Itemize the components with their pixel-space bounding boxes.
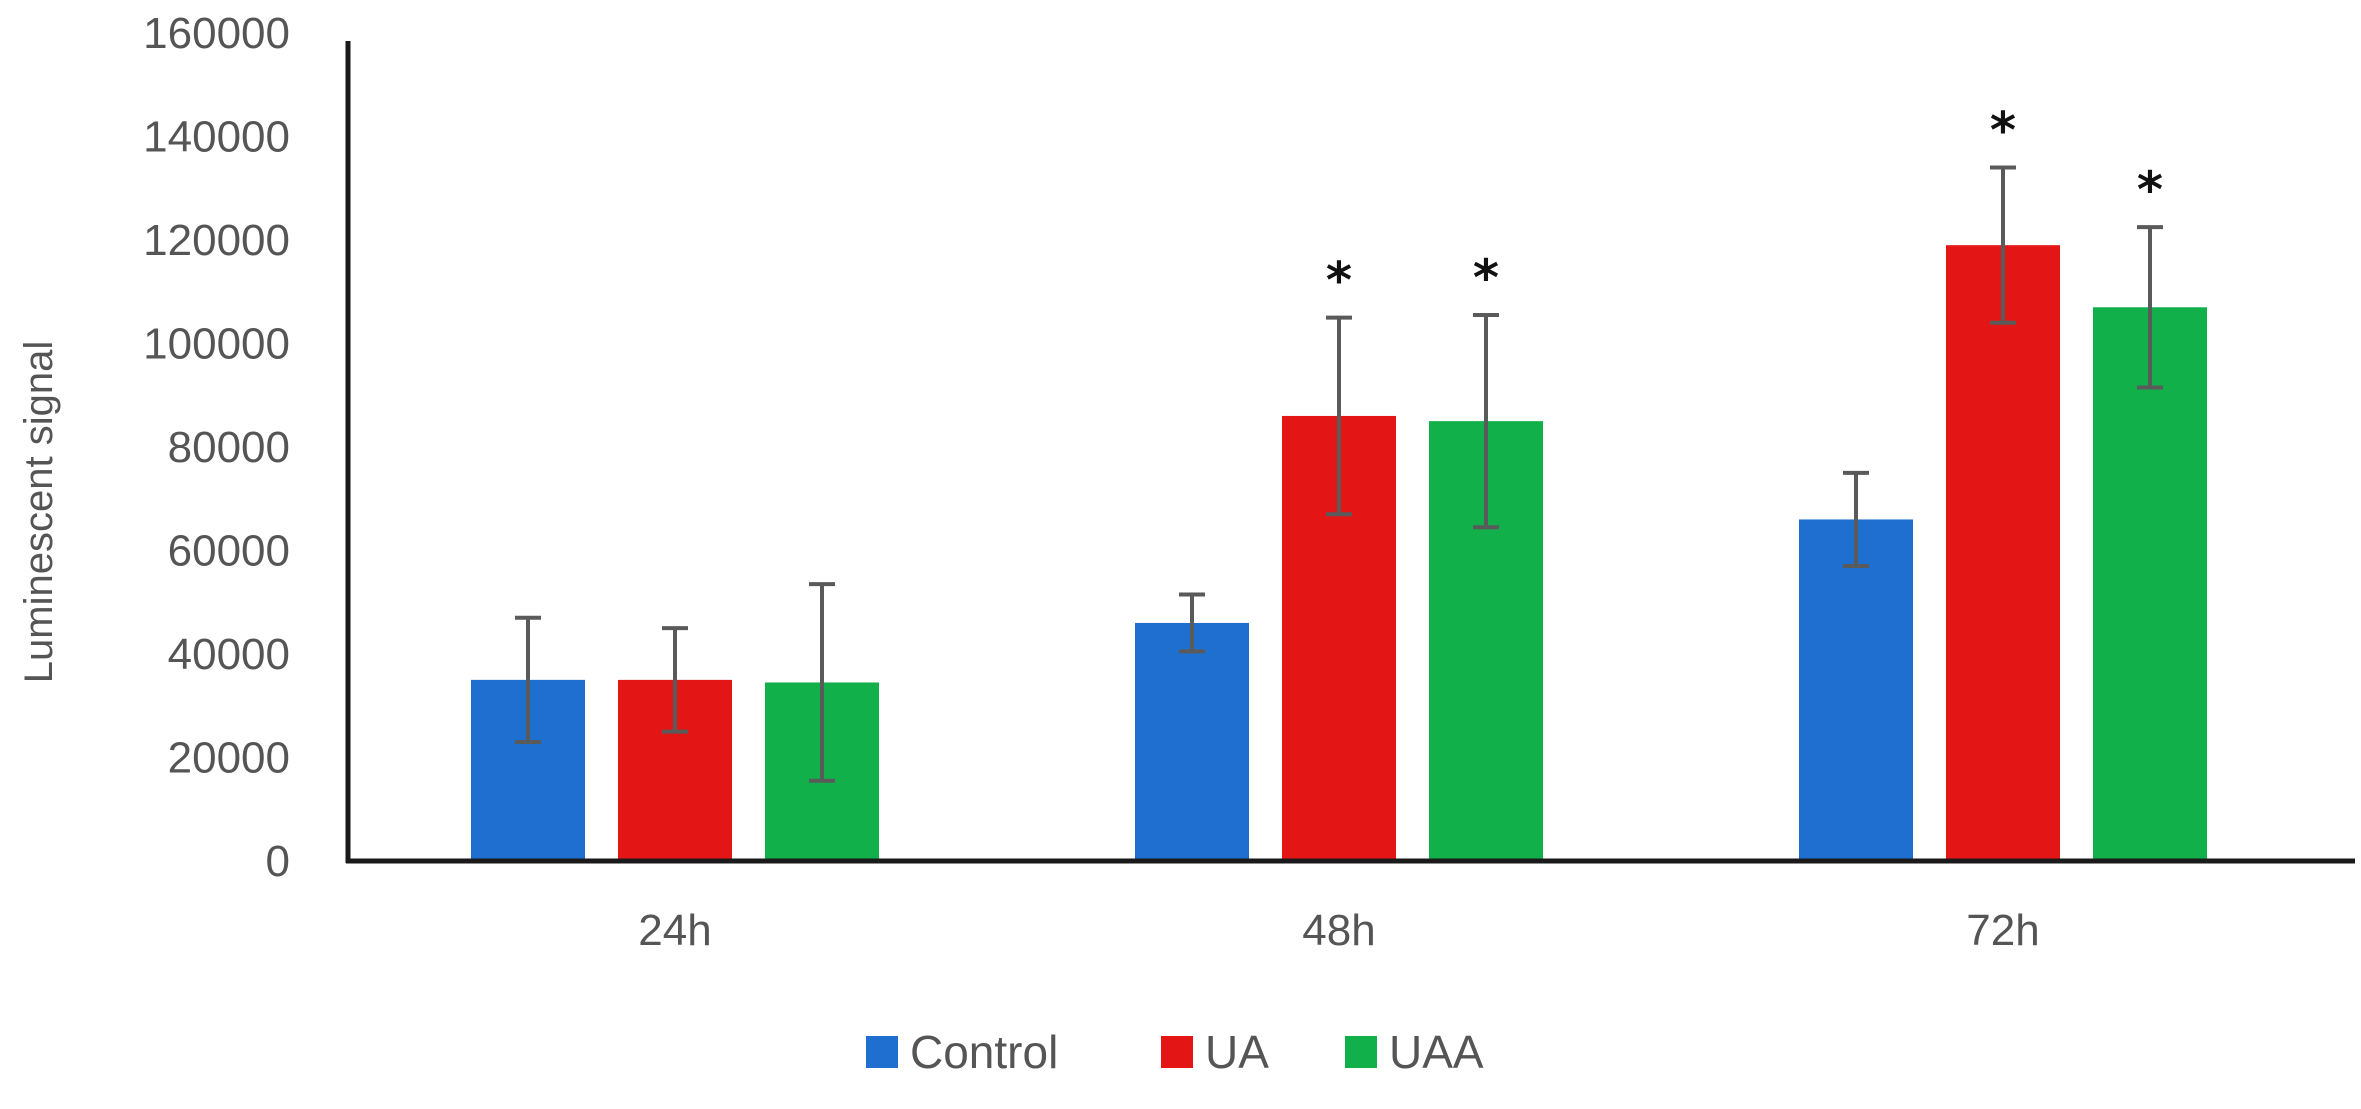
legend-item-control: Control [866,1026,1058,1078]
y-tick-label: 0 [266,837,290,886]
legend-swatch [866,1036,898,1068]
error-bar-uaa-72h [2137,225,2163,390]
significance-markers: * * * * [1326,102,2163,310]
x-tick-labels: 24h 48h 72h [638,906,2039,955]
legend: Control UA UAA [866,1026,1484,1078]
error-bar-control-72h [1843,470,1869,569]
significance-star: * [2137,161,2163,219]
legend-swatch [1161,1036,1193,1068]
x-tick-label: 24h [638,906,711,955]
y-tick-label: 160000 [143,9,290,58]
x-tick-label: 48h [1302,906,1375,955]
y-tick-label: 140000 [143,113,290,162]
bar-control-72h [1799,519,1913,861]
error-bars [515,165,2163,783]
error-bar-control-48h [1179,592,1205,654]
y-tick-label: 20000 [168,734,290,783]
significance-star: * [1326,252,1352,310]
legend-label: UA [1205,1026,1269,1078]
error-bar-uaa-48h [1473,313,1499,530]
significance-star: * [1990,102,2016,160]
error-bar-ua-48h [1326,315,1352,517]
y-axis-title: Luminescent signal [17,341,61,683]
bar-uaa-72h [2093,307,2207,861]
error-bar-ua-24h [662,626,688,734]
legend-item-ua: UA [1161,1026,1269,1078]
legend-item-uaa: UAA [1345,1026,1484,1078]
x-tick-label: 72h [1966,906,2039,955]
y-tick-label: 60000 [168,527,290,576]
y-tick-label: 120000 [143,216,290,265]
y-tick-label: 40000 [168,630,290,679]
y-tick-label: 100000 [143,320,290,369]
bar-ua-72h [1946,245,2060,862]
error-bar-ua-72h [1990,165,2016,325]
legend-swatch [1345,1036,1377,1068]
bars [471,245,2207,862]
error-bar-control-24h [515,615,541,744]
bar-control-48h [1135,622,1249,861]
y-tick-label: 80000 [168,423,290,472]
legend-label: UAA [1389,1026,1484,1078]
significance-star: * [1473,249,1499,307]
y-tick-labels: 0 20000 40000 60000 80000 100000 120000 140000 1… [143,9,290,886]
legend-label: Control [910,1026,1058,1078]
error-bar-uaa-24h [809,582,835,783]
